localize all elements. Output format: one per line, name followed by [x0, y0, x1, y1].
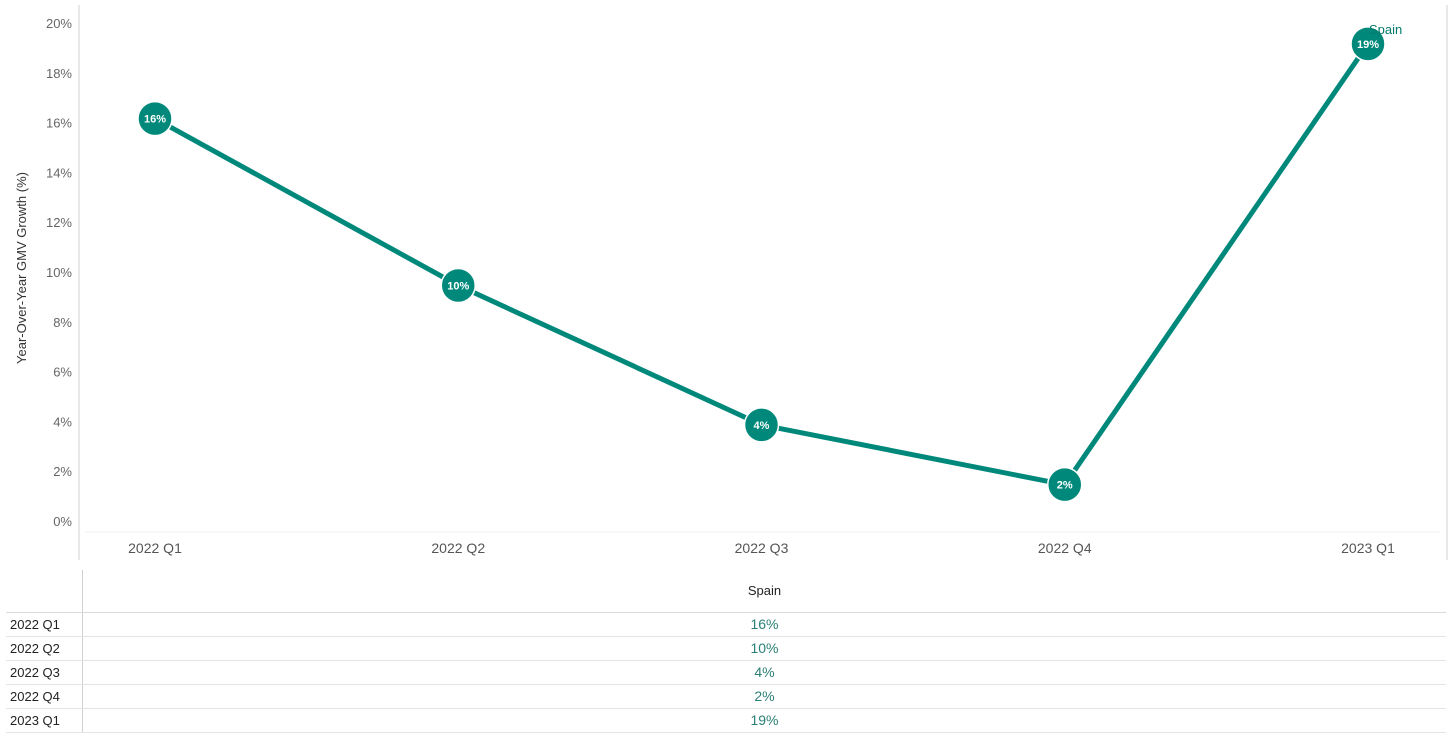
table-corner [6, 570, 83, 613]
x-tick-label: 2022 Q4 [1038, 540, 1092, 556]
x-tick-label: 2022 Q3 [735, 540, 789, 556]
y-axis-label: Year-Over-Year GMV Growth (%) [14, 172, 29, 364]
line-chart: Year-Over-Year GMV Growth (%) 0% 2% 4% 6% 8%… [14, 5, 1448, 560]
series-spain: 16% 10% 4% 2% 19% Spain [137, 22, 1402, 503]
row-label: 2022 Q4 [6, 684, 83, 709]
y-tick-label: 0% [53, 514, 72, 529]
data-label: 10% [447, 280, 469, 292]
series-name-label: Spain [1369, 22, 1402, 37]
data-label: 19% [1357, 39, 1379, 51]
table-row: 2023 Q1 19% [6, 708, 1446, 733]
y-tick-label: 12% [46, 215, 72, 230]
y-tick-label: 16% [46, 116, 72, 131]
data-point[interactable] [1350, 26, 1386, 62]
table-header-row: Spain [6, 570, 1446, 613]
data-label: 16% [144, 114, 166, 126]
data-point[interactable] [440, 267, 476, 304]
x-axis-ticks: 2022 Q1 2022 Q2 2022 Q3 2022 Q4 2023 Q1 [128, 540, 1395, 556]
column-header-spain: Spain [82, 570, 1446, 613]
data-point[interactable] [1047, 466, 1083, 503]
x-tick-label: 2022 Q2 [431, 540, 485, 556]
row-label: 2022 Q3 [6, 660, 83, 685]
y-tick-label: 8% [53, 315, 72, 330]
row-value: 10% [82, 636, 1446, 661]
table-row: 2022 Q3 4% [6, 660, 1446, 685]
table-row: 2022 Q4 2% [6, 684, 1446, 709]
data-point[interactable] [743, 407, 780, 443]
row-value: 19% [82, 708, 1446, 733]
data-label: 4% [754, 420, 770, 432]
y-tick-label: 10% [46, 265, 72, 280]
table-row: 2022 Q2 10% [6, 636, 1446, 661]
y-tick-label: 20% [46, 16, 72, 31]
table-row: 2022 Q1 16% [6, 611, 1446, 637]
row-label: 2022 Q2 [6, 636, 83, 661]
data-label: 2% [1057, 480, 1073, 492]
y-axis-ticks: 0% 2% 4% 6% 8% 10% 12% 14% 16% 18% 20% [46, 16, 72, 529]
row-value: 16% [82, 611, 1446, 637]
row-label: 2022 Q1 [6, 611, 83, 637]
y-tick-label: 14% [46, 165, 72, 180]
row-label: 2023 Q1 [6, 708, 83, 733]
x-tick-label: 2023 Q1 [1341, 540, 1395, 556]
row-value: 2% [82, 684, 1446, 709]
y-tick-label: 6% [53, 365, 72, 380]
data-table: Spain 2022 Q1 16% 2022 Q2 10% 2022 Q3 4%… [6, 570, 1446, 733]
y-tick-label: 18% [46, 66, 72, 81]
x-tick-label: 2022 Q1 [128, 540, 182, 556]
y-tick-label: 4% [53, 414, 72, 429]
data-point[interactable] [137, 100, 173, 137]
y-tick-label: 2% [53, 464, 72, 479]
row-value: 4% [82, 660, 1446, 685]
